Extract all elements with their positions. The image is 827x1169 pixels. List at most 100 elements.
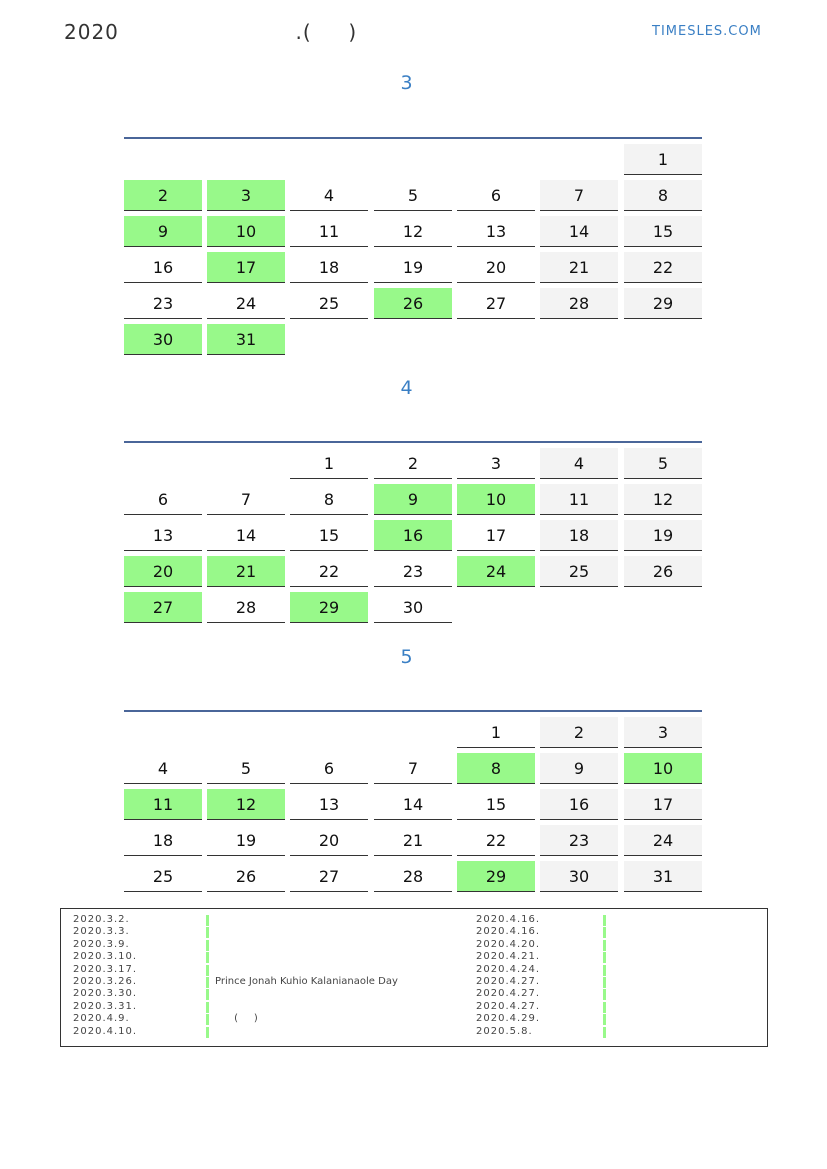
day-cell: 22 <box>457 825 535 856</box>
day-cell: 6 <box>457 180 535 211</box>
day-cell: 7 <box>207 484 285 515</box>
holiday-marker <box>603 964 606 976</box>
day-cell-holiday: 20 <box>124 556 202 587</box>
holiday-marker <box>603 927 606 939</box>
day-cell: 14 <box>374 789 452 820</box>
day-cell-holiday: 31 <box>207 324 285 355</box>
day-cell: 15 <box>457 789 535 820</box>
day-cell: 18 <box>540 520 618 551</box>
day-cell: 3 <box>457 448 535 479</box>
day-cell: 5 <box>374 180 452 211</box>
day-cell-holiday: 27 <box>124 592 202 623</box>
day-cell: 23 <box>374 556 452 587</box>
day-cell: 20 <box>457 252 535 283</box>
day-cell-holiday: 9 <box>374 484 452 515</box>
legend-date: 2020.3.9. <box>73 938 130 950</box>
holiday-marker <box>603 952 606 964</box>
day-cell: 24 <box>207 288 285 319</box>
month-rule <box>124 710 702 712</box>
legend-date: 2020.3.17. <box>73 963 138 975</box>
day-cell: 6 <box>290 753 368 784</box>
legend-date: 2020.3.2. <box>73 914 130 925</box>
legend-date: 2020.4.29. <box>476 1013 541 1025</box>
holiday-marker <box>603 989 606 1001</box>
month-title: 5 <box>400 646 413 668</box>
holiday-marker <box>206 952 209 964</box>
day-cell: 5 <box>207 753 285 784</box>
holiday-marker <box>603 915 606 926</box>
day-cell: 14 <box>207 520 285 551</box>
day-cell: 1 <box>290 448 368 479</box>
day-cell: 30 <box>540 861 618 892</box>
day-cell-holiday: 10 <box>624 753 702 784</box>
holiday-marker <box>206 927 209 939</box>
day-cell-holiday: 30 <box>124 324 202 355</box>
day-cell-holiday: 10 <box>457 484 535 515</box>
day-cell: 12 <box>374 216 452 247</box>
day-cell: 4 <box>124 753 202 784</box>
legend-date: 2020.3.10. <box>73 951 138 963</box>
day-cell: 13 <box>457 216 535 247</box>
day-cell: 22 <box>624 252 702 283</box>
day-cell: 16 <box>540 789 618 820</box>
holiday-marker <box>206 1001 209 1013</box>
holiday-marker <box>603 1001 606 1013</box>
legend-date: 2020.4.21. <box>476 951 541 963</box>
day-cell: 13 <box>290 789 368 820</box>
day-cell: 30 <box>374 592 452 623</box>
day-cell: 29 <box>624 288 702 319</box>
day-cell-holiday: 8 <box>457 753 535 784</box>
legend-date: 2020.3.30. <box>73 988 138 1000</box>
day-cell-holiday: 12 <box>207 789 285 820</box>
day-cell-holiday: 29 <box>457 861 535 892</box>
holiday-marker <box>603 939 606 951</box>
day-cell: 25 <box>290 288 368 319</box>
day-cell: 5 <box>624 448 702 479</box>
day-cell-holiday: 17 <box>207 252 285 283</box>
day-cell: 23 <box>124 288 202 319</box>
day-cell-holiday: 26 <box>374 288 452 319</box>
day-cell: 4 <box>540 448 618 479</box>
day-cell: 26 <box>207 861 285 892</box>
holiday-marker <box>206 964 209 976</box>
day-cell-holiday: 11 <box>124 789 202 820</box>
holiday-marker <box>206 1026 209 1038</box>
month-rule <box>124 137 702 139</box>
day-cell: 8 <box>290 484 368 515</box>
day-cell: 22 <box>290 556 368 587</box>
day-cell: 15 <box>290 520 368 551</box>
day-cell: 19 <box>624 520 702 551</box>
brand-link[interactable]: TIMESLES.COM <box>652 24 762 39</box>
day-cell: 31 <box>624 861 702 892</box>
day-cell: 11 <box>290 216 368 247</box>
legend-date: 2020.4.27. <box>476 988 541 1000</box>
holiday-marker <box>206 939 209 951</box>
day-cell: 19 <box>207 825 285 856</box>
legend-date: 2020.4.24. <box>476 963 541 975</box>
month-title: 3 <box>400 72 413 94</box>
legend-date: 2020.4.10. <box>73 1025 138 1037</box>
month-rule <box>124 441 702 443</box>
day-cell-holiday: 2 <box>124 180 202 211</box>
day-cell: 17 <box>457 520 535 551</box>
day-cell: 16 <box>124 252 202 283</box>
day-cell: 3 <box>624 717 702 748</box>
holiday-marker <box>206 977 209 988</box>
legend-date: 2020.4.16. <box>476 926 541 938</box>
legend-date: 2020.3.26. <box>73 976 138 987</box>
day-cell-holiday: 24 <box>457 556 535 587</box>
legend-holiday-name: Prince Jonah Kuhio Kalanianaole Day <box>215 976 398 987</box>
legend-date: 2020.3.3. <box>73 926 130 938</box>
holiday-marker <box>206 915 209 926</box>
month-title: 4 <box>400 377 413 399</box>
holiday-marker <box>603 977 606 988</box>
legend-date: 2020.4.27. <box>476 976 541 987</box>
day-cell-holiday: 16 <box>374 520 452 551</box>
day-cell-holiday: 9 <box>124 216 202 247</box>
day-cell: 7 <box>374 753 452 784</box>
day-cell: 4 <box>290 180 368 211</box>
day-cell-holiday: 3 <box>207 180 285 211</box>
holiday-marker <box>603 1026 606 1038</box>
day-cell: 28 <box>207 592 285 623</box>
